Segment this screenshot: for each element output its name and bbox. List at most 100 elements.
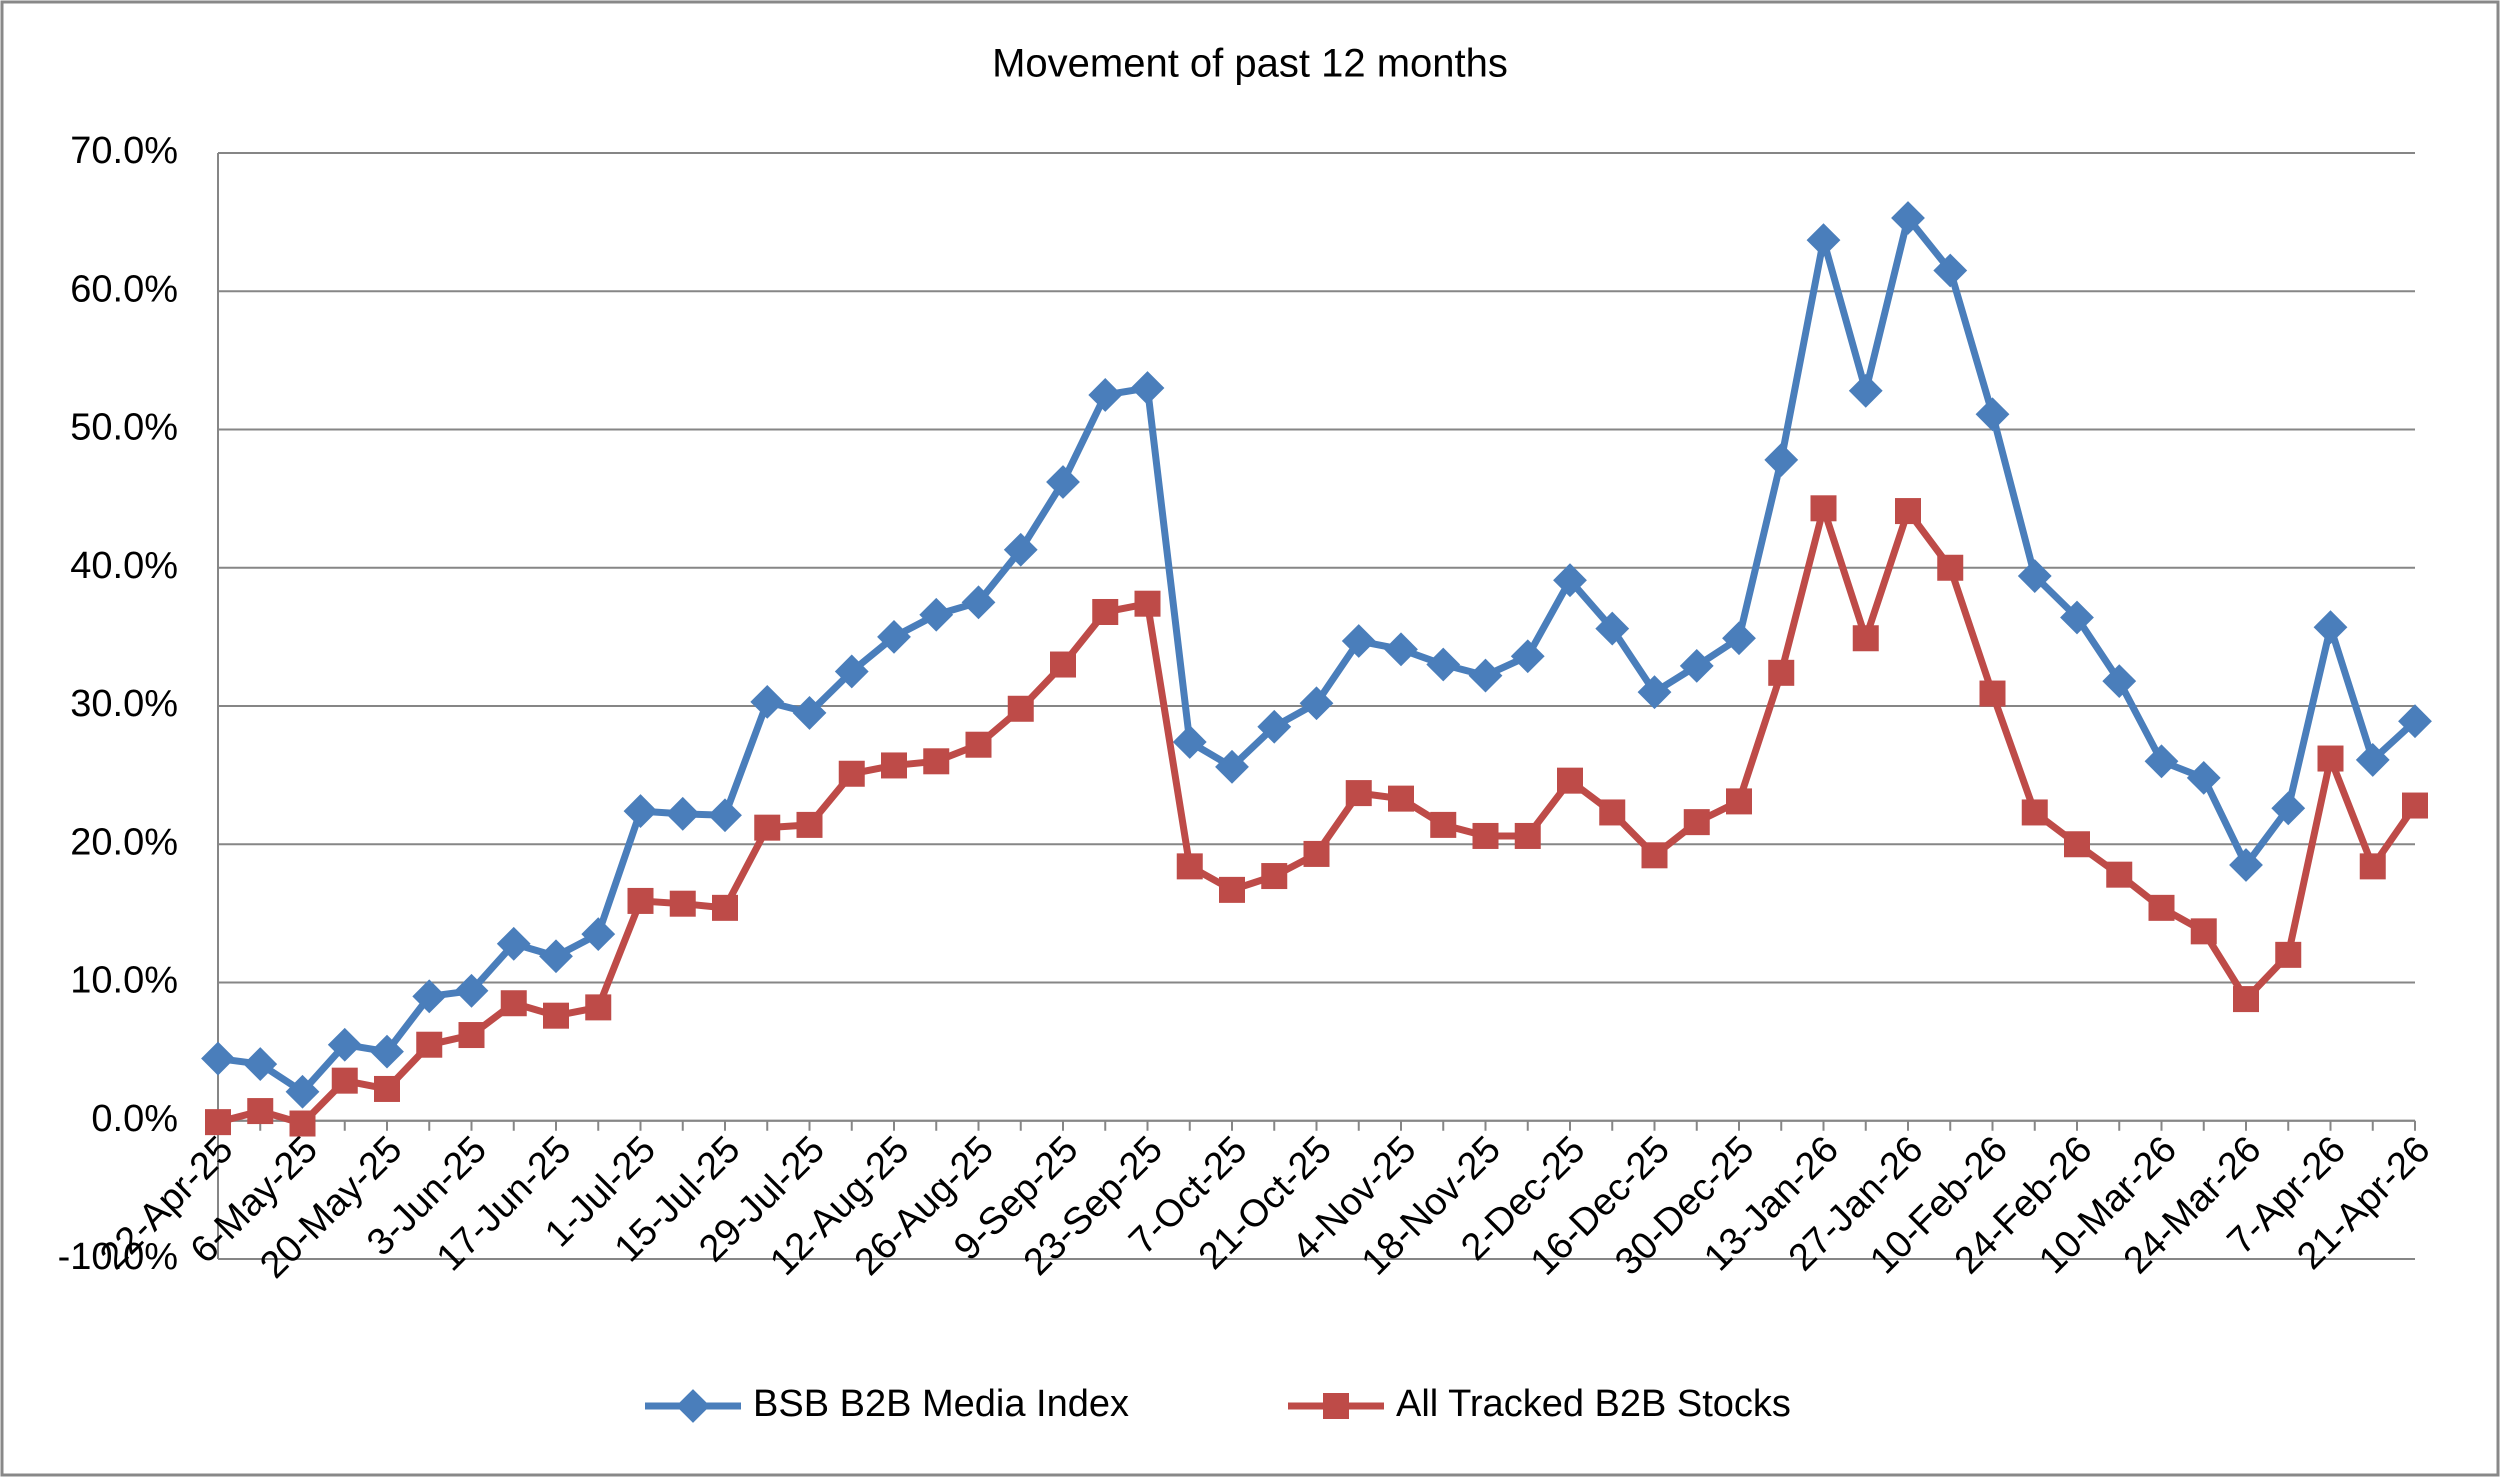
point xyxy=(834,654,869,689)
point xyxy=(1599,799,1626,826)
point xyxy=(289,1110,316,1137)
point xyxy=(1303,840,1330,867)
point xyxy=(2355,743,2390,777)
y-tick-label: 20.0% xyxy=(70,821,178,863)
point xyxy=(285,1074,320,1109)
point xyxy=(1007,695,1034,722)
point xyxy=(2148,894,2175,921)
point xyxy=(665,796,700,831)
point xyxy=(1722,621,1756,656)
point xyxy=(1468,658,1503,693)
point xyxy=(623,794,658,828)
point xyxy=(581,917,616,952)
point xyxy=(1050,651,1076,678)
point xyxy=(669,890,696,917)
point xyxy=(712,894,738,921)
point xyxy=(1937,554,1964,581)
point xyxy=(1341,624,1376,658)
point xyxy=(331,1067,358,1094)
point xyxy=(1388,785,1414,812)
point xyxy=(2102,664,2137,699)
point xyxy=(1510,639,1545,674)
point xyxy=(1046,465,1080,499)
point xyxy=(2106,861,2133,888)
point xyxy=(2144,744,2179,779)
point xyxy=(2017,559,2052,593)
point xyxy=(1130,371,1165,405)
y-tick-label: 60.0% xyxy=(70,268,178,310)
legend-marker xyxy=(676,1389,710,1423)
point xyxy=(919,597,954,632)
point xyxy=(1806,223,1841,257)
point xyxy=(961,585,996,620)
point xyxy=(796,811,823,838)
point xyxy=(1384,632,1418,667)
point xyxy=(539,939,573,974)
point xyxy=(1848,373,1883,408)
point xyxy=(923,748,950,775)
point xyxy=(1975,397,2010,432)
point xyxy=(1472,822,1499,849)
point xyxy=(1895,498,1921,525)
point xyxy=(1764,443,1799,477)
point xyxy=(1257,709,1292,744)
point xyxy=(1345,780,1372,807)
point xyxy=(838,760,865,787)
point xyxy=(1426,647,1461,682)
y-tick-label: -10.0% xyxy=(58,1236,178,1278)
y-tick-label: 50.0% xyxy=(70,407,178,449)
point xyxy=(1553,563,1587,598)
y-tick-label: 30.0% xyxy=(70,683,178,725)
point xyxy=(1595,611,1630,646)
point xyxy=(2402,792,2428,819)
point xyxy=(965,731,992,758)
point xyxy=(1557,767,1583,794)
point xyxy=(2275,941,2302,968)
point xyxy=(1003,532,1038,567)
point xyxy=(1215,749,1249,784)
point xyxy=(205,1109,231,1136)
point xyxy=(201,1041,235,1076)
y-tick-label: 40.0% xyxy=(70,545,178,587)
point xyxy=(412,979,447,1014)
point xyxy=(243,1047,278,1081)
point xyxy=(877,619,911,654)
point xyxy=(1430,811,1457,838)
point xyxy=(2064,831,2090,858)
point xyxy=(2190,918,2217,945)
point xyxy=(2359,853,2386,880)
point xyxy=(458,1022,485,1049)
point xyxy=(1641,842,1668,869)
point xyxy=(2271,791,2306,826)
point xyxy=(1979,680,2006,707)
point xyxy=(1088,378,1123,412)
point xyxy=(2021,799,2048,826)
point xyxy=(416,1031,443,1058)
point xyxy=(1810,495,1837,522)
point xyxy=(750,684,785,719)
legend-label: All Tracked B2B Stocks xyxy=(1396,1383,1791,1425)
point xyxy=(881,752,907,779)
legend-marker xyxy=(1323,1393,1349,1419)
point xyxy=(754,814,781,841)
point xyxy=(1679,649,1714,683)
point xyxy=(2186,760,2221,795)
chart-title: Movement of past 12 months xyxy=(992,42,1508,86)
point xyxy=(1768,659,1795,686)
point xyxy=(2398,704,2432,739)
point xyxy=(2313,610,2348,645)
point xyxy=(454,973,489,1008)
point xyxy=(327,1027,362,1062)
point xyxy=(1219,876,1245,903)
point xyxy=(1637,675,1672,710)
y-tick-label: 70.0% xyxy=(70,130,178,172)
point xyxy=(1683,809,1710,836)
point xyxy=(500,990,527,1017)
point xyxy=(1726,788,1752,815)
point xyxy=(1261,863,1288,890)
y-tick-label: 10.0% xyxy=(70,960,178,1002)
point xyxy=(247,1098,274,1125)
point xyxy=(1891,201,1925,235)
